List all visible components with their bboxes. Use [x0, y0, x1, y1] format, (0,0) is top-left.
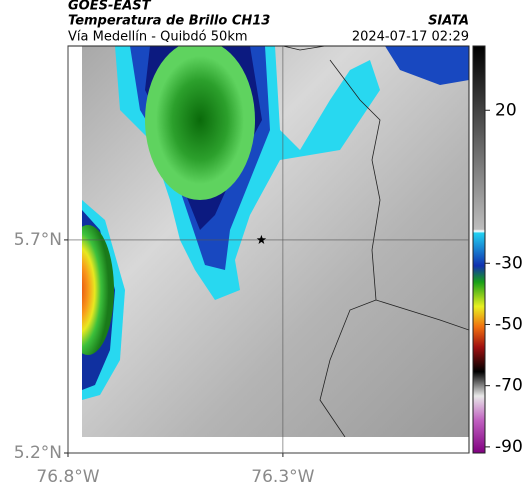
source: SIATA [428, 14, 469, 29]
imagery [82, 46, 469, 437]
colorbar-tick-label: -30 [495, 253, 523, 273]
product: Temperatura de Brillo CH13 [68, 14, 270, 29]
location-marker [256, 234, 267, 244]
colorbar-tick-label: -90 [495, 437, 523, 457]
y-tick-label: 5.7°N [14, 230, 62, 250]
datetime: 2024-07-17 02:29 [352, 30, 469, 45]
route: Vía Medellín - Quibdó 50km [68, 30, 248, 45]
x-tick-label: 76.8°W [36, 467, 99, 487]
colorbar-tick-label: 20 [495, 100, 517, 120]
colorbar-tick-label: -70 [495, 376, 523, 396]
x-tick-label: 76.3°W [251, 467, 314, 487]
y-tick-label: 5.2°N [14, 443, 62, 463]
colorbar-tick-label: -50 [495, 314, 523, 334]
colorbar [472, 45, 486, 454]
satellite: GOES-EAST [68, 0, 152, 14]
